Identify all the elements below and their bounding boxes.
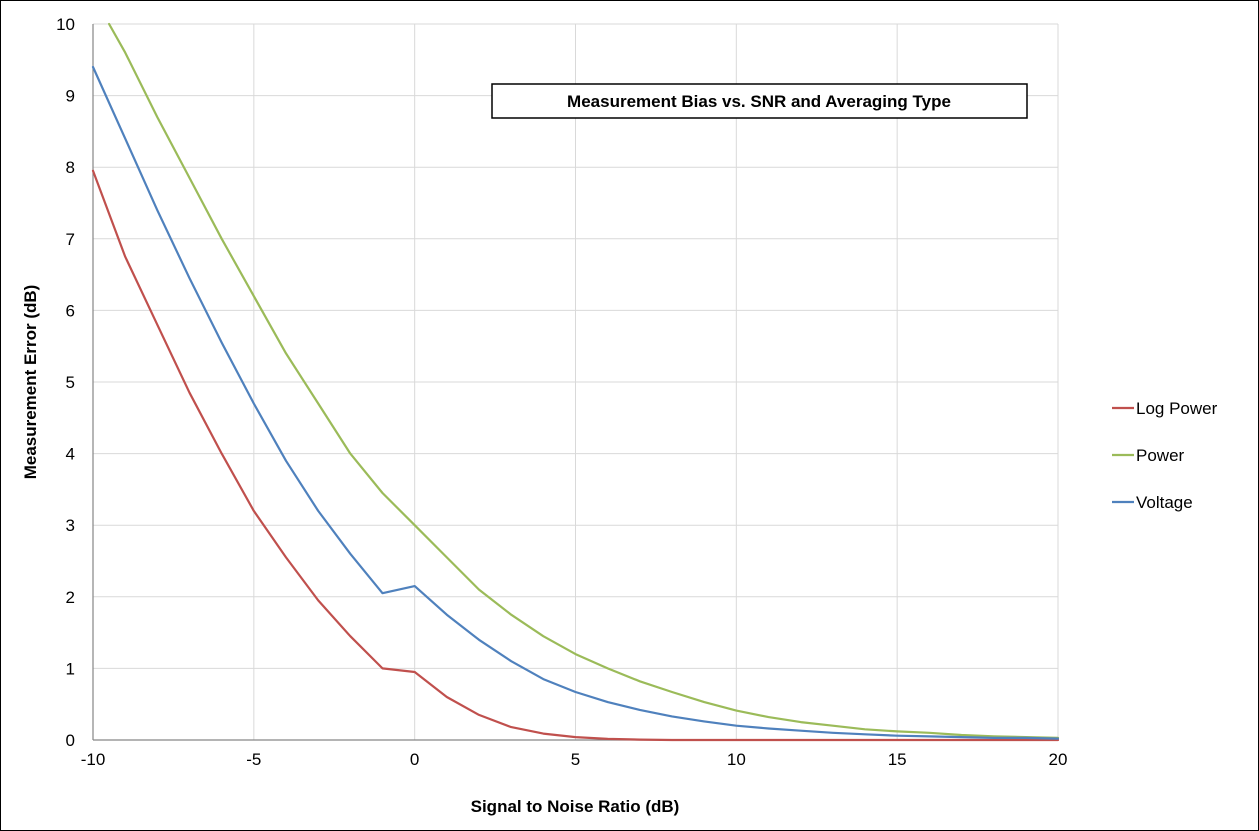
- y-tick-label: 3: [66, 516, 75, 535]
- series-line-power: [107, 22, 1060, 740]
- y-tick-label: 5: [66, 373, 75, 392]
- y-axis-title: Measurement Error (dB): [21, 285, 40, 480]
- x-axis-title: Signal to Noise Ratio (dB): [471, 797, 680, 816]
- series-line-log-power: [91, 169, 1060, 742]
- y-tick-label: 7: [66, 230, 75, 249]
- series-line-voltage: [91, 65, 1060, 740]
- x-tick-label: 20: [1049, 750, 1068, 769]
- series-lines: [91, 22, 1060, 742]
- x-tick-labels: -10 -5 0 5 10 15 20: [81, 750, 1068, 769]
- x-tick-label: -5: [246, 750, 261, 769]
- y-tick-label: 0: [66, 731, 75, 750]
- x-tick-label: 10: [727, 750, 746, 769]
- y-tick-label: 1: [66, 659, 75, 678]
- x-tick-label: 0: [410, 750, 419, 769]
- legend-label: Voltage: [1136, 493, 1193, 512]
- chart-title: Measurement Bias vs. SNR and Averaging T…: [567, 92, 951, 111]
- x-tick-label: 15: [888, 750, 907, 769]
- legend-label: Power: [1136, 446, 1185, 465]
- chart-title-box: Measurement Bias vs. SNR and Averaging T…: [491, 83, 1028, 119]
- y-tick-label: 6: [66, 301, 75, 320]
- y-tick-label: 2: [66, 588, 75, 607]
- y-tick-label: 9: [66, 87, 75, 106]
- x-tick-label: 5: [571, 750, 580, 769]
- y-tick-labels: 0 1 2 3 4 5 6 7 8 9 10: [56, 15, 75, 750]
- title-box-border: [491, 83, 1028, 119]
- grid-lines: [93, 23, 1059, 740]
- legend-label: Log Power: [1136, 399, 1218, 418]
- y-tick-label: 4: [66, 445, 75, 464]
- x-tick-label: -10: [81, 750, 106, 769]
- y-tick-label: 10: [56, 15, 75, 34]
- legend: Log Power Power Voltage: [1112, 399, 1218, 512]
- y-tick-label: 8: [66, 158, 75, 177]
